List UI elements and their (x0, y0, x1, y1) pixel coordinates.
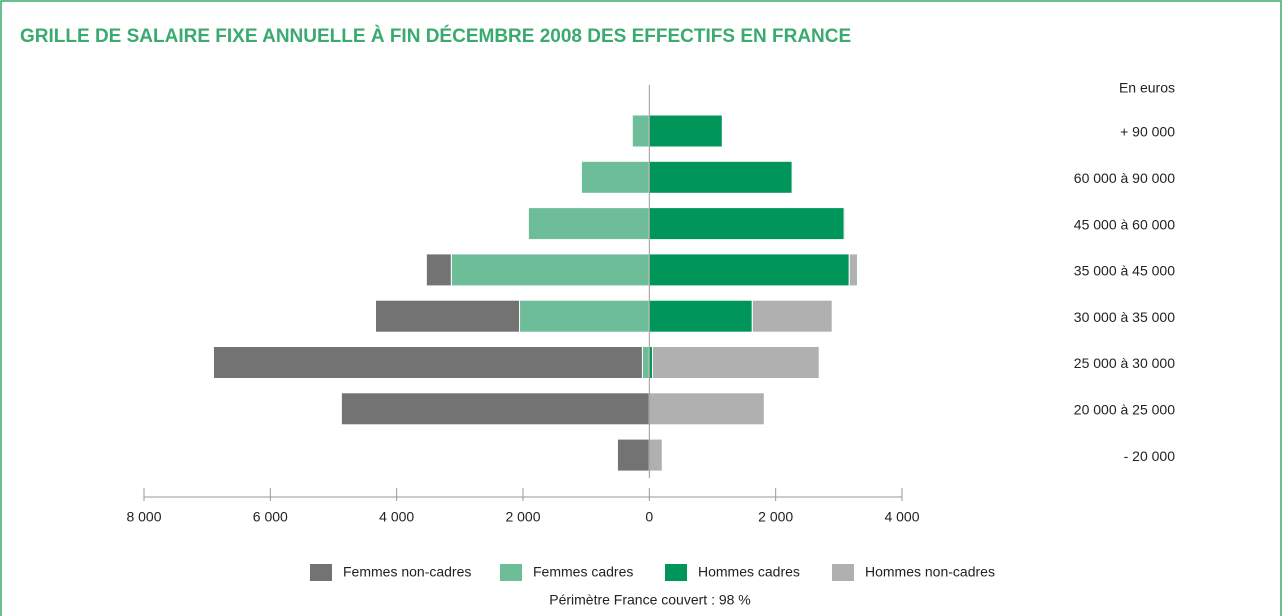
legend-label: Femmes non-cadres (343, 564, 471, 580)
bar-segment (648, 299, 753, 333)
bar-segment (648, 114, 723, 148)
legend-label: Hommes cadres (698, 564, 800, 580)
legend-swatch (310, 564, 332, 581)
category-label: 20 000 à 25 000 (1074, 402, 1175, 418)
legend-swatch (665, 564, 687, 581)
x-tick-label: 2 000 (758, 509, 793, 525)
category-label: 30 000 à 35 000 (1074, 309, 1175, 325)
bar-segment (212, 346, 643, 379)
bar-segment (340, 392, 650, 426)
x-tick-label: 2 000 (505, 509, 540, 525)
bar-segment (843, 207, 846, 241)
bar-segment (648, 392, 765, 426)
unit-label: En euros (1119, 80, 1175, 96)
x-tick-label: 0 (645, 509, 653, 525)
bar-segment (641, 346, 650, 379)
bar-segment (425, 253, 452, 287)
bar-segment (648, 207, 845, 241)
category-label: 45 000 à 60 000 (1074, 216, 1175, 232)
bar-segment (616, 438, 650, 472)
category-label: 60 000 à 90 000 (1074, 170, 1175, 186)
x-tick-label: 8 000 (126, 509, 161, 525)
category-label: - 20 000 (1124, 448, 1176, 464)
category-label: 25 000 à 30 000 (1074, 355, 1175, 371)
legend-label: Hommes non-cadres (865, 564, 995, 580)
bar-segment (631, 114, 650, 148)
chart-title: GRILLE DE SALAIRE FIXE ANNUELLE À FIN DÉ… (20, 25, 851, 47)
note: Périmètre France couvert : 98 % (549, 592, 751, 608)
bar-segment (751, 299, 833, 333)
x-tick-label: 4 000 (884, 509, 919, 525)
x-tick-label: 4 000 (379, 509, 414, 525)
legend-label: Femmes cadres (533, 564, 633, 580)
x-tick-label: 6 000 (253, 509, 288, 525)
category-label: + 90 000 (1120, 124, 1175, 140)
bar-segment (648, 253, 850, 287)
bar-segment (648, 160, 793, 194)
bar-segment (375, 299, 521, 333)
bar-segment (651, 346, 820, 379)
bar-segment (527, 207, 650, 241)
legend-swatch (500, 564, 522, 581)
legend-swatch (832, 564, 854, 581)
bar-segment (519, 299, 650, 333)
bar-segment (450, 253, 650, 287)
category-label: 35 000 à 45 000 (1074, 263, 1175, 279)
bar-segment (580, 160, 650, 194)
bar-segment (848, 253, 858, 287)
bar-segment (648, 438, 663, 472)
